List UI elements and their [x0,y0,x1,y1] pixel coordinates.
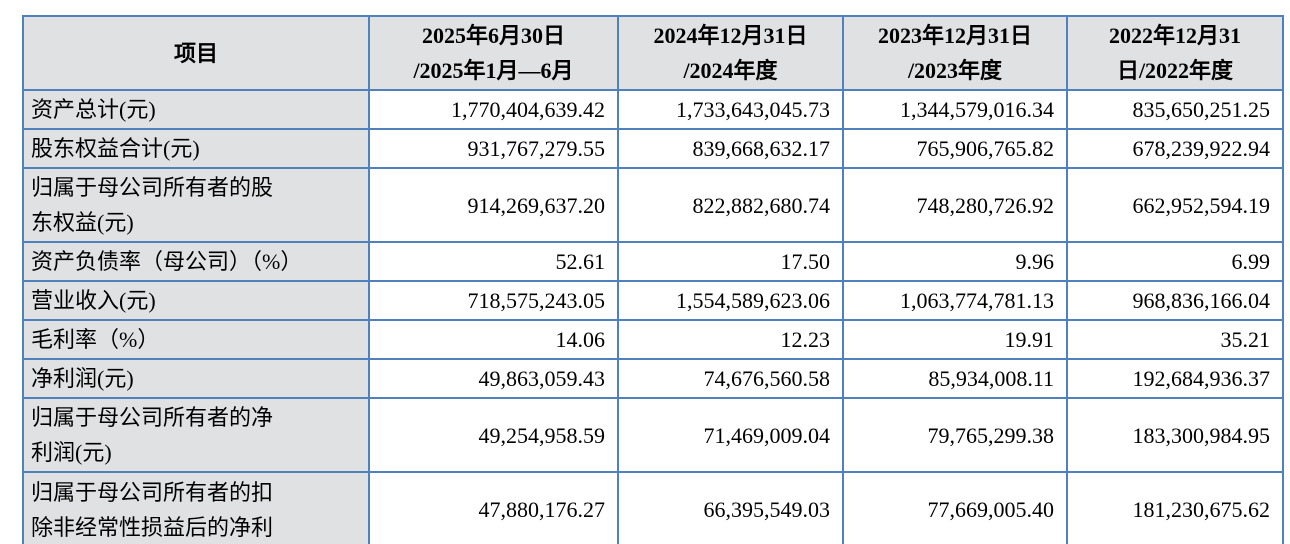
cell-value: 1,554,589,623.06 [617,280,844,321]
column-header-item: 项目 [22,15,370,91]
table-row-parent-net-profit: 归属于母公司所有者的净 利润(元) 49,254,958.59 71,469,0… [22,397,1284,473]
cell-value: 49,254,958.59 [368,397,619,473]
cell-value: 17.50 [617,241,844,282]
row-label: 股东权益合计(元) [22,128,370,169]
column-header-2023: 2023年12月31日 /2023年度 [842,15,1068,91]
table-row-revenue: 营业收入(元) 718,575,243.05 1,554,589,623.06 … [22,280,1284,321]
cell-value: 47,880,176.27 [368,471,619,544]
cell-value: 1,344,579,016.34 [842,89,1068,130]
cell-value: 74,676,560.58 [617,358,844,399]
table-row-total-assets: 资产总计(元) 1,770,404,639.42 1,733,643,045.7… [22,89,1284,130]
cell-value: 914,269,637.20 [368,167,619,243]
column-header-2024: 2024年12月31日 /2024年度 [617,15,844,91]
table-row-parent-net-profit-ex-nonrecurring: 归属于母公司所有者的扣 除非经常性损益后的净利 47,880,176.27 66… [22,471,1284,544]
cell-value: 748,280,726.92 [842,167,1068,243]
cell-value: 12.23 [617,319,844,360]
table-row-total-equity: 股东权益合计(元) 931,767,279.55 839,668,632.17 … [22,128,1284,169]
cell-value: 77,669,005.40 [842,471,1068,544]
cell-value: 1,770,404,639.42 [368,89,619,130]
row-label: 营业收入(元) [22,280,370,321]
table-row-parent-equity: 归属于母公司所有者的股 东权益(元) 914,269,637.20 822,88… [22,167,1284,243]
cell-value: 49,863,059.43 [368,358,619,399]
cell-value: 6.99 [1066,241,1284,282]
cell-value: 181,230,675.62 [1066,471,1284,544]
cell-value: 1,063,774,781.13 [842,280,1068,321]
cell-value: 822,882,680.74 [617,167,844,243]
cell-value: 718,575,243.05 [368,280,619,321]
cell-value: 1,733,643,045.73 [617,89,844,130]
cell-value: 765,906,765.82 [842,128,1068,169]
cell-value: 678,239,922.94 [1066,128,1284,169]
cell-value: 192,684,936.37 [1066,358,1284,399]
cell-value: 931,767,279.55 [368,128,619,169]
financial-summary-table: 项目 2025年6月30日 /2025年1月—6月 2024年12月31日 /2… [22,15,1284,544]
cell-value: 85,934,008.11 [842,358,1068,399]
table-row-gross-margin: 毛利率（%） 14.06 12.23 19.91 35.21 [22,319,1284,360]
row-label: 资产总计(元) [22,89,370,130]
cell-value: 183,300,984.95 [1066,397,1284,473]
cell-value: 79,765,299.38 [842,397,1068,473]
table-row-net-profit: 净利润(元) 49,863,059.43 74,676,560.58 85,93… [22,358,1284,399]
row-label: 归属于母公司所有者的扣 除非经常性损益后的净利 [22,471,370,544]
table-row-debt-ratio: 资产负债率（母公司）（%） 52.61 17.50 9.96 6.99 [22,241,1284,282]
cell-value: 19.91 [842,319,1068,360]
row-label: 毛利率（%） [22,319,370,360]
row-label: 净利润(元) [22,358,370,399]
row-label: 归属于母公司所有者的净 利润(元) [22,397,370,473]
cell-value: 968,836,166.04 [1066,280,1284,321]
row-label: 归属于母公司所有者的股 东权益(元) [22,167,370,243]
cell-value: 9.96 [842,241,1068,282]
cell-value: 839,668,632.17 [617,128,844,169]
header-row: 项目 2025年6月30日 /2025年1月—6月 2024年12月31日 /2… [22,15,1284,91]
cell-value: 35.21 [1066,319,1284,360]
cell-value: 66,395,549.03 [617,471,844,544]
cell-value: 14.06 [368,319,619,360]
row-label: 资产负债率（母公司）（%） [22,241,370,282]
cell-value: 662,952,594.19 [1066,167,1284,243]
cell-value: 835,650,251.25 [1066,89,1284,130]
cell-value: 52.61 [368,241,619,282]
column-header-2025h1: 2025年6月30日 /2025年1月—6月 [368,15,619,91]
cell-value: 71,469,009.04 [617,397,844,473]
column-header-2022: 2022年12月31 日/2022年度 [1066,15,1284,91]
